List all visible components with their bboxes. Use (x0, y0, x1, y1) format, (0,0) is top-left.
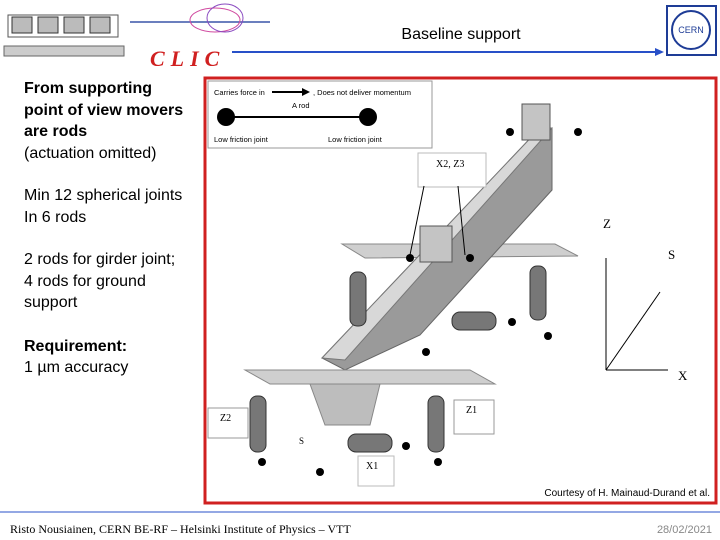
axis-label: X (678, 368, 688, 383)
rod (249, 395, 267, 453)
label-box (357, 455, 395, 487)
label-box (453, 399, 495, 435)
legend-box (207, 80, 433, 149)
header-arrow (655, 48, 664, 56)
joint (422, 348, 430, 356)
joint (574, 128, 582, 136)
beam-end-block (521, 103, 551, 141)
label-box (417, 152, 487, 188)
joint (508, 318, 516, 326)
lower-support (309, 383, 381, 426)
paragraph: 2 rods for girder joint; 4 rods for grou… (24, 249, 184, 314)
rods (249, 265, 547, 453)
logo-module (89, 16, 111, 34)
text-line: Requirement: (24, 337, 128, 355)
joint-block (419, 225, 453, 263)
axis-arrow (605, 291, 661, 371)
courtesy: Courtesy of H. Mainaud-Durand et al. (544, 488, 710, 499)
cern-logo-text: CERN (678, 25, 704, 35)
figure-label: Z2 (220, 413, 231, 424)
legend-text: Low friction joint (214, 135, 269, 144)
joint (402, 442, 410, 450)
paragraph: Min 12 spherical joints In 6 rods (24, 185, 184, 228)
axis-label: S (668, 247, 675, 262)
footer-author: Risto Nousiainen, CERN BE-RF – Helsinki … (10, 522, 351, 536)
axis-label: Z (603, 216, 611, 231)
lower-plate (243, 369, 497, 385)
cern-logo-circle (671, 10, 711, 50)
text-line: Min 12 spherical joints (24, 187, 183, 204)
joint (406, 254, 414, 262)
rod (427, 395, 445, 453)
text-line: (actuation omitted) (24, 144, 157, 162)
joint (258, 458, 266, 466)
logo-orbit (206, 3, 244, 33)
joints (258, 128, 582, 476)
slide-title: Baseline support (401, 26, 521, 43)
rod (529, 265, 547, 321)
logo-module (37, 16, 59, 34)
rod (347, 433, 393, 453)
logo-frame (7, 14, 119, 38)
legend-text: , Does not deliver momentum (313, 88, 411, 97)
text-line: 1 µm accuracy (24, 359, 129, 376)
legend-text: Carries force in (214, 88, 265, 97)
logo-module (63, 16, 85, 34)
joint (434, 458, 442, 466)
figure-label: Z1 (466, 405, 477, 416)
joint (506, 128, 514, 136)
legend-joint (217, 108, 235, 126)
logo-text: CLIC (150, 46, 225, 71)
logo-module (11, 16, 33, 34)
text-line: 2 rods for girder joint; 4 rods for grou… (24, 251, 176, 311)
logo-orbit (189, 7, 241, 33)
left-text: From supporting point of view movers are… (24, 78, 184, 400)
legend-joint (359, 108, 377, 126)
paragraph: From supporting point of view movers are… (24, 78, 184, 164)
figure-label: S (299, 436, 304, 446)
logo-base (3, 45, 125, 57)
figure-label: X1 (366, 461, 378, 472)
text-line: In 6 rods (24, 208, 87, 226)
footer-date: 28/02/2021 (657, 524, 712, 536)
figure-label: X2, Z3 (436, 159, 464, 170)
pointer (457, 185, 466, 256)
paragraph: Requirement: 1 µm accuracy (24, 336, 184, 379)
rod (349, 271, 367, 327)
rod (451, 311, 497, 331)
legend-text: Low friction joint (328, 135, 383, 144)
legend-text: A rod (292, 101, 310, 110)
joint (316, 468, 324, 476)
legend-arrowhead (302, 88, 310, 96)
joint (544, 332, 552, 340)
clic-logo: CLIC (3, 3, 270, 71)
label-box (207, 407, 249, 439)
cern-logo-frame (666, 5, 717, 56)
joint (466, 254, 474, 262)
text-line: From supporting point of view movers are… (24, 80, 184, 140)
pointer (409, 185, 425, 256)
